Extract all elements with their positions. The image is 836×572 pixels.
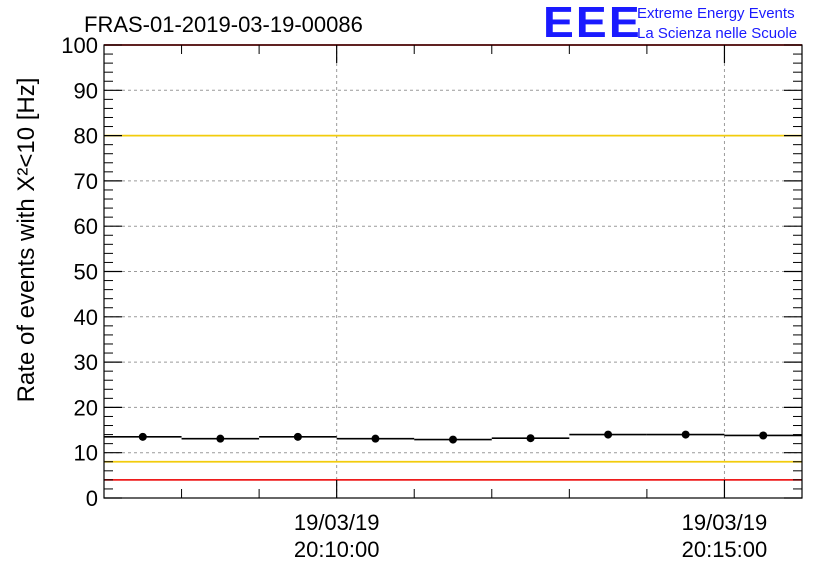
chart-title: FRAS-01-2019-03-19-00086 bbox=[84, 12, 363, 37]
x-tick-date: 19/03/19 bbox=[682, 510, 768, 535]
y-tick-label: 30 bbox=[74, 350, 98, 375]
data-point bbox=[681, 430, 690, 439]
y-tick-label: 90 bbox=[74, 78, 98, 103]
y-tick-label: 100 bbox=[61, 33, 98, 58]
y-tick-label: 60 bbox=[74, 214, 98, 239]
data-point bbox=[449, 435, 457, 444]
data-point bbox=[371, 434, 380, 443]
logo-line-2: La Scienza nelle Scuole bbox=[637, 25, 798, 42]
data-point bbox=[759, 431, 768, 440]
reference-lines bbox=[104, 44, 802, 481]
x-tick-time: 20:15:00 bbox=[682, 537, 768, 562]
eee-logo: EEE Extreme Energy Events La Scienza nel… bbox=[543, 0, 833, 47]
logo-line-1: Extreme Energy Events bbox=[637, 5, 795, 22]
y-tick-label: 40 bbox=[74, 305, 98, 330]
y-tick-label: 20 bbox=[74, 395, 98, 420]
grid-lines bbox=[104, 45, 802, 498]
axis-ticks bbox=[103, 44, 803, 499]
y-tick-label: 80 bbox=[74, 124, 98, 149]
y-axis-label: Rate of events with X²<10 [Hz] bbox=[13, 78, 40, 403]
eee-logo-mark: EEE bbox=[543, 0, 642, 47]
data-point bbox=[526, 434, 535, 443]
y-tick-label: 10 bbox=[74, 441, 98, 466]
y-tick-label: 50 bbox=[74, 260, 98, 285]
data-point bbox=[293, 432, 302, 441]
y-tick-label: 0 bbox=[86, 486, 98, 511]
tick-labels: 010203040506070809010019/03/1920:10:0019… bbox=[61, 33, 767, 562]
data-series bbox=[104, 430, 802, 444]
data-point bbox=[604, 430, 613, 439]
data-point bbox=[216, 434, 225, 443]
y-tick-label: 70 bbox=[74, 169, 98, 194]
x-tick-time: 20:10:00 bbox=[294, 537, 380, 562]
data-point bbox=[138, 432, 147, 441]
x-tick-date: 19/03/19 bbox=[294, 510, 380, 535]
